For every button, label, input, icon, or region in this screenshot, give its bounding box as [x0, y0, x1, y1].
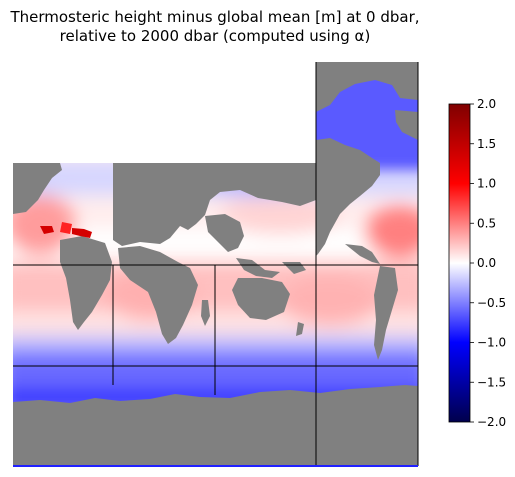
land	[13, 62, 418, 466]
colorbar-tick-label: −1.5	[477, 375, 506, 389]
colorbar-tick-label: 0.5	[477, 216, 496, 230]
colorbar: 2.0 1.5 1.0 0.5 0.0 −0.5 −1.0 −1.5 −2.0	[448, 97, 506, 429]
colorbar-tick-label: 1.5	[477, 137, 496, 151]
colorbar-gradient	[448, 103, 471, 423]
caribbean-high	[40, 222, 92, 238]
colorbar-tick-label: −1.0	[477, 336, 506, 350]
colorbar-tick-label: 2.0	[477, 97, 496, 111]
colorbar-tick-label: −2.0	[477, 415, 506, 429]
colorbar-tick-label: 1.0	[477, 177, 496, 191]
chart-title: Thermosteric height minus global mean [m…	[10, 8, 420, 26]
chart-subtitle: relative to 2000 dbar (computed using α)	[59, 27, 371, 45]
colorbar-ticks: 2.0 1.5 1.0 0.5 0.0 −0.5 −1.0 −1.5 −2.0	[470, 97, 506, 429]
colorbar-tick-label: 0.0	[477, 256, 496, 270]
tile-grid	[13, 62, 419, 466]
colorbar-tick-label: −0.5	[477, 296, 506, 310]
